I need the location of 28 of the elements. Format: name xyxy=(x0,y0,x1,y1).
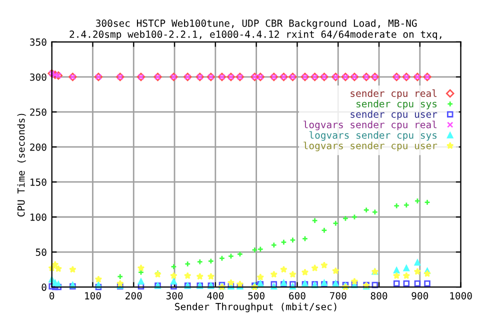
x-tick-label: 400 xyxy=(207,292,224,300)
legend-label: logvars sender cpu sys xyxy=(309,131,437,141)
y-tick-label: 200 xyxy=(30,143,46,151)
legend-label: logvars sender cpu real xyxy=(304,120,437,130)
legend-label: sender cpu sys xyxy=(356,100,437,110)
x-tick-label: 600 xyxy=(289,292,306,300)
y-axis-title: CPU Time (seconds) xyxy=(17,114,26,216)
x-tick-label: 900 xyxy=(412,292,428,300)
x-tick-label: 700 xyxy=(330,292,346,300)
legend-label: sender cpu user xyxy=(350,110,438,120)
x-axis-title: Sender Throughput (mbit/sec) xyxy=(175,302,336,312)
legend-label: sender cpu real xyxy=(350,89,437,99)
x-tick-label: 200 xyxy=(126,292,142,300)
x-tick-label: 0 xyxy=(50,292,54,300)
y-tick-label: 250 xyxy=(30,108,46,116)
y-tick-label: 300 xyxy=(30,73,46,81)
x-tick-label: 500 xyxy=(248,292,264,300)
y-tick-label: 350 xyxy=(30,38,46,46)
y-tick-label: 100 xyxy=(30,214,46,221)
chart-title: 300sec HSTCP Web100tune, UDP CBR Background Load, MB-NG 2.4.20smp web100-2.2.1, e1000-4.4.12 rxint 64/64moderate on txq, xyxy=(70,19,442,40)
y-tick-label: 0 xyxy=(42,284,46,291)
x-tick-label: 800 xyxy=(370,292,388,300)
x-tick-label: 100 xyxy=(85,292,101,300)
legend-label: logvars sender cpu user xyxy=(304,142,438,152)
y-tick-label: 50 xyxy=(36,248,46,256)
y-tick-label: 150 xyxy=(30,178,46,186)
x-tick-label: 300 xyxy=(166,292,183,300)
x-tick-label: 1000 xyxy=(450,292,472,300)
